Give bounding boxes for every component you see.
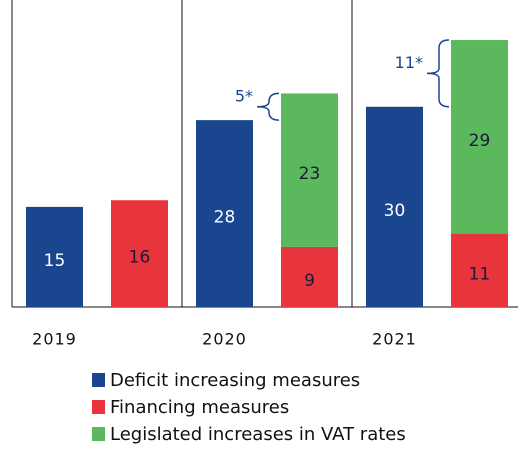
value-label: 16: [129, 248, 151, 268]
value-label: 28: [214, 208, 236, 228]
legend-label: Deficit increasing measures: [110, 370, 360, 391]
bar: [366, 106, 423, 307]
legend-swatch: [92, 373, 105, 387]
bar: [281, 93, 338, 247]
brace: [426, 39, 450, 108]
brace: [256, 92, 280, 121]
value-label: 11: [469, 264, 491, 284]
x-tick-label: 2021: [372, 330, 417, 349]
bar: [26, 206, 83, 307]
legend-swatch: [92, 400, 105, 414]
bar: [451, 40, 508, 234]
bar: [196, 120, 253, 307]
x-tick-label: 2019: [32, 330, 77, 349]
annotation: 11*: [395, 53, 423, 72]
bar: [281, 246, 338, 307]
bar: [111, 200, 168, 307]
annotation: 5*: [235, 86, 253, 105]
legend-label: Legislated increases in VAT rates: [110, 424, 406, 445]
bar: [451, 233, 508, 307]
value-label: 15: [44, 251, 66, 271]
value-label: 9: [304, 271, 315, 291]
x-tick-label: 2020: [202, 330, 247, 349]
value-label: 30: [384, 201, 406, 221]
value-label: 29: [469, 131, 491, 151]
value-label: 23: [299, 164, 321, 184]
legend-label: Financing measures: [110, 397, 289, 418]
legend-swatch: [92, 427, 105, 441]
